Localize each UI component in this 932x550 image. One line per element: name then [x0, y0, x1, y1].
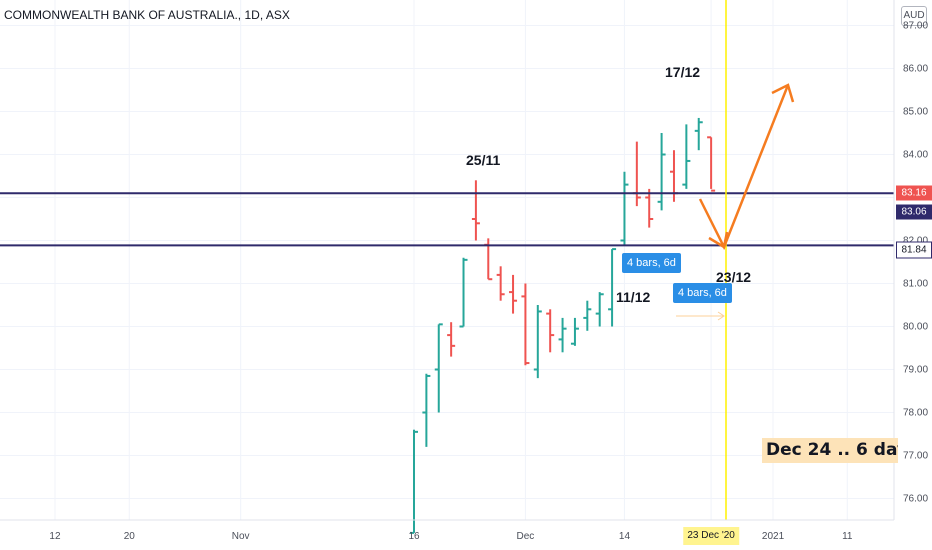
- ohlc-bar: [632, 141, 641, 207]
- ohlc-bar: [707, 136, 716, 192]
- projection-arrow: [698, 84, 790, 251]
- chart-grid: [0, 0, 894, 520]
- currency-button[interactable]: AUD: [901, 6, 927, 26]
- price-axis-label: 79.00: [903, 364, 929, 375]
- note-callout: Dec 24 .. 6 days u: [762, 438, 898, 463]
- price-axis-label: 78.00: [903, 407, 929, 418]
- ohlc-bar: [459, 257, 468, 328]
- ohlc-bar: [645, 188, 654, 228]
- time-axis-label: 12: [49, 531, 61, 542]
- line-upper-badge: 83.06: [896, 204, 932, 220]
- line-lower-badge: 81.84: [896, 241, 932, 259]
- ohlc-bar: [546, 309, 555, 353]
- ohlc-bar: [583, 300, 592, 331]
- annotation-11-12: 11/12: [616, 289, 651, 305]
- ohlc-bar: [533, 305, 542, 379]
- ohlc-bar: [422, 373, 431, 447]
- time-axis-cursor-label: 23 Dec '20: [683, 527, 739, 545]
- ohlc-bars: [410, 117, 716, 534]
- price-axis-label: 84.00: [903, 149, 929, 160]
- time-axis-label: Nov: [231, 531, 250, 542]
- time-axis-label: 16: [408, 531, 420, 542]
- annotation-23-12: 23/12: [716, 269, 752, 285]
- ohlc-bar: [595, 292, 604, 327]
- price-axis-label: 76.00: [903, 493, 929, 504]
- ohlc-bar: [521, 283, 530, 366]
- price-axis-label: 87.00: [903, 20, 929, 31]
- ohlc-bar: [608, 248, 617, 327]
- time-axis-label: 14: [618, 531, 631, 542]
- bars-range-badge-2[interactable]: 4 bars, 6d: [673, 283, 732, 303]
- chart-overlays: [0, 0, 894, 520]
- ohlc-bar: [657, 133, 666, 211]
- annotation-25-11: 25/11: [466, 152, 501, 168]
- ohlc-bar: [558, 317, 567, 353]
- ohlc-bar: [682, 124, 691, 189]
- bars-range-badge[interactable]: 4 bars, 6d: [622, 253, 681, 273]
- measure-arrow: [717, 311, 725, 321]
- last-price-badge: 83.16: [896, 185, 932, 201]
- time-axis-label: 20: [123, 531, 135, 542]
- ohlc-bar: [496, 266, 505, 301]
- symbol-title: COMMONWEALTH BANK OF AUSTRALIA., 1D, ASX: [4, 8, 290, 22]
- ohlc-bar: [410, 429, 418, 534]
- ohlc-bar: [434, 323, 443, 413]
- time-axis-label: 2021: [761, 531, 785, 542]
- ohlc-bar: [471, 180, 480, 241]
- price-axis-label: 86.00: [903, 63, 929, 74]
- ohlc-bar: [620, 171, 629, 245]
- price-axis-label: 81.00: [903, 278, 929, 289]
- price-axis-label: 85.00: [903, 106, 929, 117]
- ohlc-bar: [694, 117, 703, 151]
- ohlc-bar: [509, 274, 518, 314]
- time-axis-label: Dec: [516, 531, 535, 542]
- price-axis-label: 82.00: [903, 235, 929, 246]
- arrow-head-down: [708, 231, 729, 249]
- annotation-17-12: 17/12: [665, 64, 701, 80]
- ohlc-bar: [570, 317, 579, 346]
- price-axis-label: 80.00: [903, 321, 929, 332]
- time-axis-label: 11: [842, 531, 853, 542]
- arrow-head-up: [771, 83, 795, 103]
- price-axis-label: 77.00: [903, 450, 929, 461]
- ohlc-bar: [447, 322, 456, 357]
